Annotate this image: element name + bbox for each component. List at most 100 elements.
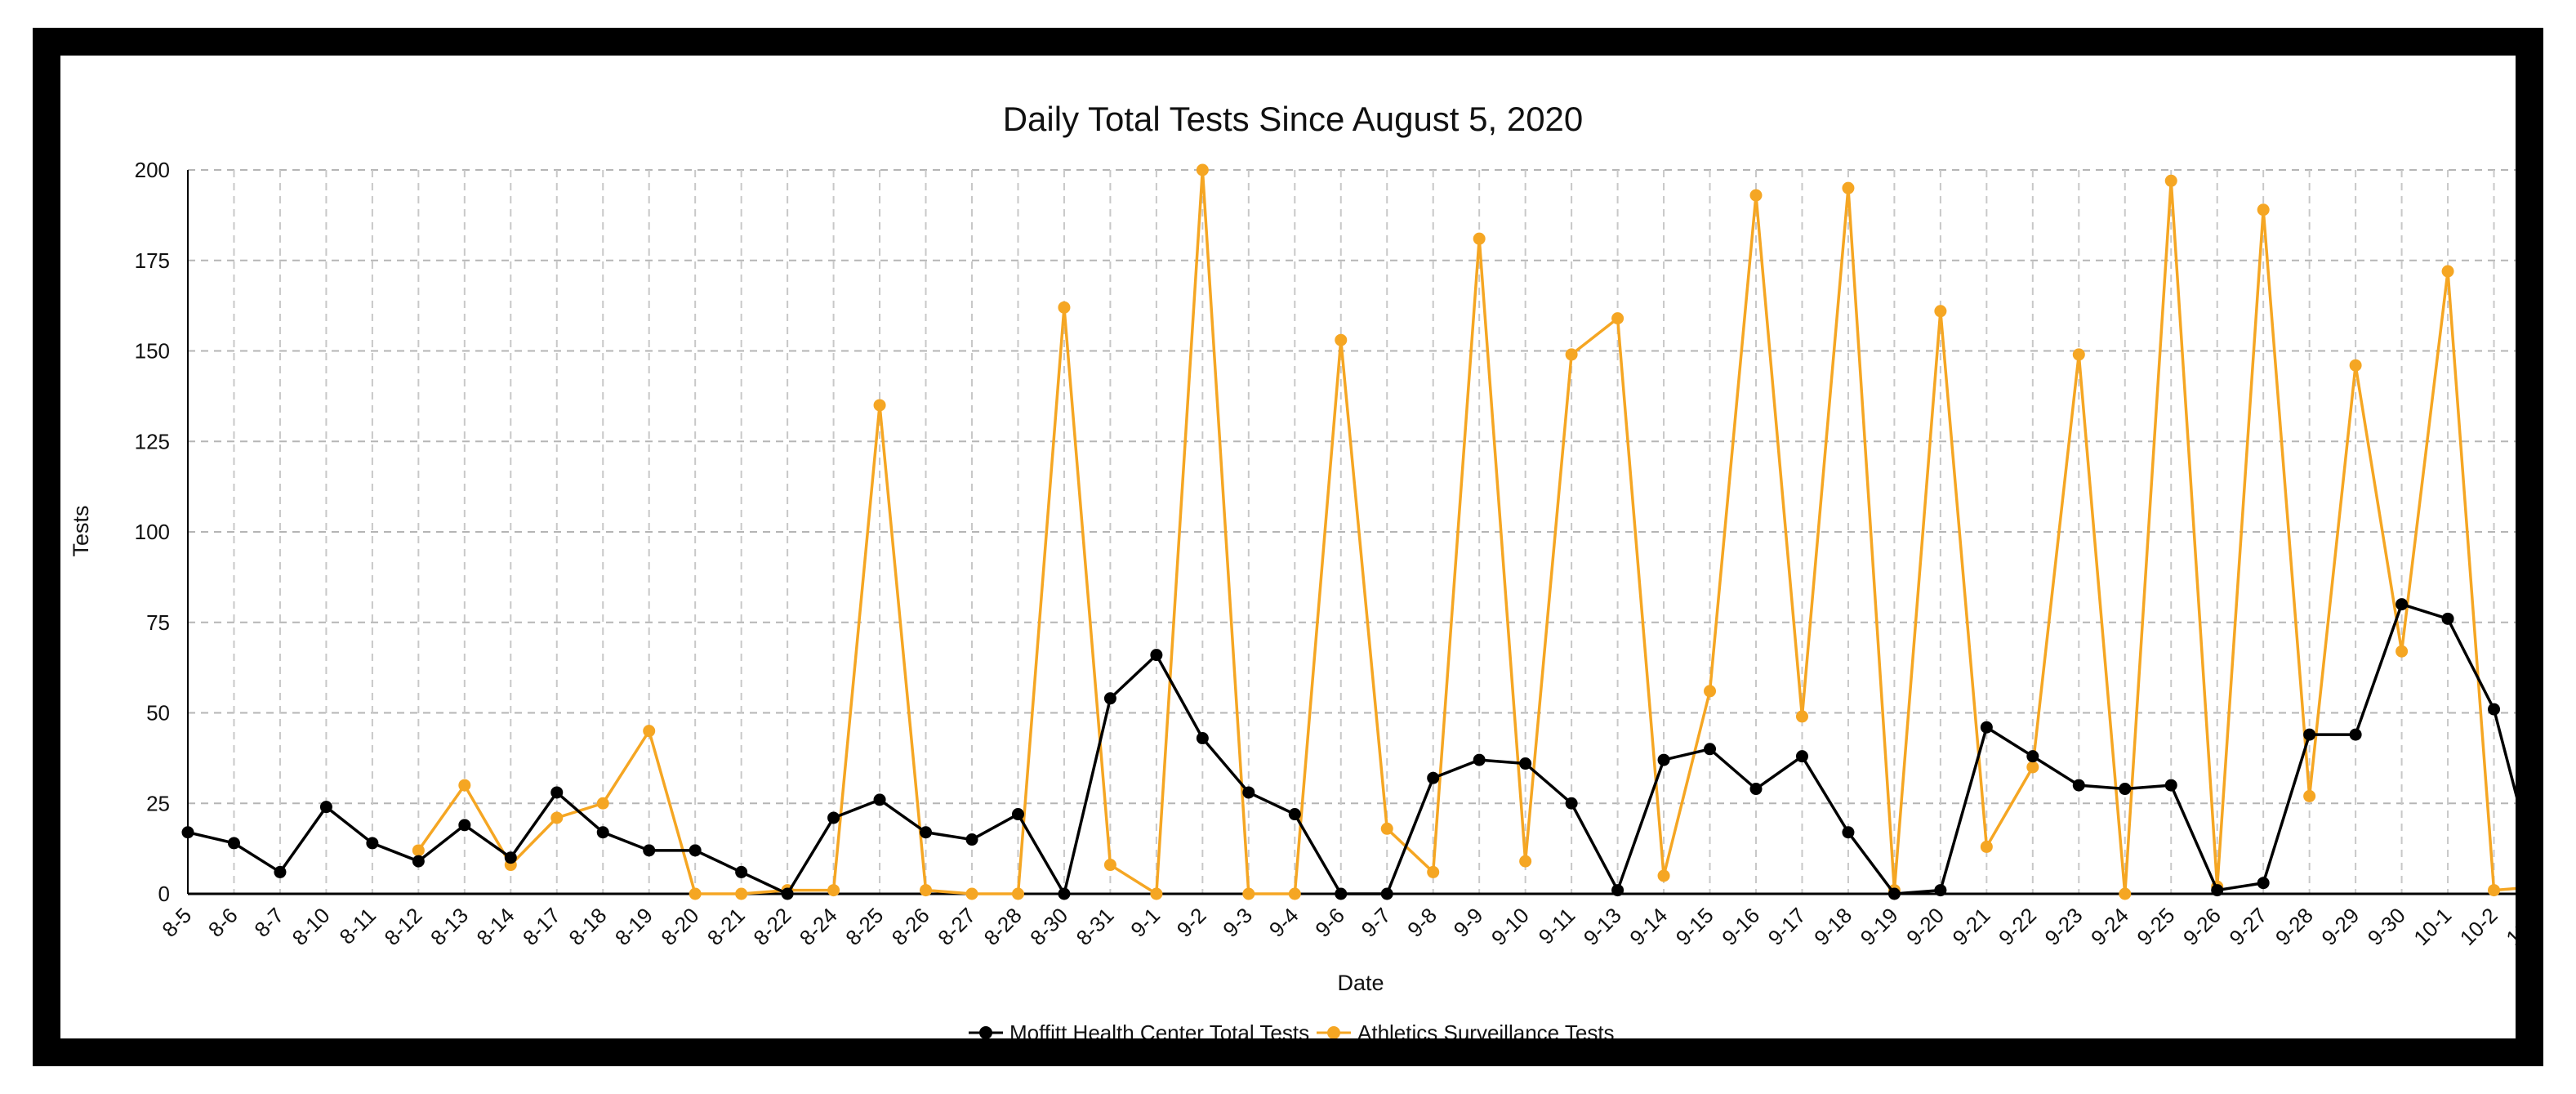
x-tick-label: 9-27 [2224,903,2271,950]
data-point-moffitt [1565,797,1578,810]
data-point-athletics [2164,174,2177,187]
data-point-athletics [458,779,471,792]
y-tick-label: 125 [135,429,170,453]
data-point-athletics [1242,887,1255,900]
data-point-moffitt [227,837,240,850]
x-tick-label: 8-10 [287,903,335,950]
data-point-moffitt [1657,753,1670,766]
data-point-moffitt [643,844,656,857]
data-point-moffitt [274,865,287,878]
x-tick-label: 9-17 [1763,903,1811,950]
data-point-moffitt [781,887,794,900]
data-point-moffitt [689,844,702,857]
x-tick-label: 8-17 [518,903,565,950]
x-tick-label: 8-31 [1072,903,1119,950]
x-tick-label: 9-2 [1172,903,1211,942]
x-tick-label: 9-15 [1671,903,1718,950]
data-point-athletics [920,884,933,897]
y-tick-label: 0 [158,882,170,906]
x-tick-label: 8-24 [795,903,842,950]
data-point-athletics [1519,855,1532,868]
y-tick-label: 200 [135,158,170,182]
legend-label-athletics: Athletics Surveillance Tests [1357,1020,1615,1038]
legend-label-moffitt: Moffitt Health Center Total Tests [1009,1020,1309,1038]
data-point-moffitt [1427,771,1440,784]
x-tick-label: 9-29 [2316,903,2364,950]
x-tick-label: 8-13 [426,903,473,950]
x-tick-label: 9-13 [1579,903,1626,950]
x-tick-label: 9-6 [1310,903,1349,942]
data-point-moffitt [1380,887,1393,900]
data-point-athletics [2072,348,2085,361]
x-tick-label: 8-14 [472,903,519,950]
chart-frame: Daily Total Tests Since August 5, 2020 0… [33,28,2543,1066]
data-point-athletics [1657,869,1670,882]
x-tick-label: 8-28 [979,903,1027,950]
data-point-athletics [1103,859,1116,872]
data-point-moffitt [2303,728,2316,741]
series-line-moffitt [187,602,2516,895]
x-tick-label: 10-3 [2501,903,2516,950]
data-point-moffitt [2441,612,2454,625]
data-point-moffitt [1473,753,1486,766]
data-point-moffitt [504,851,517,864]
x-tick-label: 9-11 [1534,903,1580,949]
data-point-moffitt [873,793,886,806]
x-tick-label: 9-25 [2132,903,2179,950]
y-tick-label: 50 [146,701,170,726]
data-point-moffitt [1288,808,1301,821]
data-point-athletics [689,887,702,900]
data-point-athletics [2488,884,2501,897]
x-tick-label: 8-22 [748,903,796,950]
x-tick-label: 8-27 [933,903,980,950]
x-tick-label: 9-22 [1994,903,2041,950]
x-tick-label: 9-9 [1449,903,1488,942]
y-axis-label: Tests [69,505,93,556]
data-point-moffitt [1980,721,1993,734]
x-axis-label: Date [1337,971,1384,995]
data-point-athletics [1842,181,1855,194]
data-point-moffitt [920,826,933,839]
legend-marker-moffitt [979,1026,992,1038]
x-tick-label: 9-21 [1948,903,1995,950]
data-point-moffitt [1749,783,1763,796]
data-point-moffitt [2164,779,2177,792]
data-point-moffitt [1058,887,1071,900]
data-point-athletics [2026,761,2039,774]
data-point-moffitt [1842,826,1855,839]
data-point-athletics [1288,887,1301,900]
x-tick-label: 10-2 [2455,903,2502,950]
data-point-athletics [1749,189,1763,202]
legend-item-moffitt: Moffitt Health Center Total Tests [969,1020,1309,1038]
y-tick-label: 175 [135,248,170,273]
x-tick-label: 9-14 [1624,903,1672,950]
data-point-athletics [550,811,564,824]
data-point-moffitt [1887,887,1901,900]
y-tick-label: 75 [146,610,170,635]
x-tick-label: 8-18 [564,903,611,950]
chart-title: Daily Total Tests Since August 5, 2020 [1003,100,1584,138]
data-point-moffitt [1103,692,1116,705]
data-point-athletics [2119,887,2132,900]
data-point-athletics [735,887,748,900]
data-point-moffitt [596,826,609,839]
chart-panel: Daily Total Tests Since August 5, 2020 0… [60,56,2516,1038]
x-tick-label: 8-5 [157,903,196,942]
grid-layer [187,169,2516,894]
data-point-moffitt [458,819,471,832]
data-point-moffitt [2349,728,2362,741]
x-tick-label: 9-18 [1809,903,1856,950]
data-point-moffitt [1196,732,1209,745]
x-tick-label: 9-28 [2271,903,2318,950]
legend-item-athletics: Athletics Surveillance Tests [1317,1020,1615,1038]
data-point-athletics [1795,710,1808,723]
data-point-athletics [873,399,886,412]
x-tick-label: 9-7 [1357,903,1396,942]
data-point-moffitt [1934,884,1947,897]
data-point-athletics [1980,840,1993,853]
data-point-moffitt [366,837,379,850]
x-tick-label: 9-20 [1901,903,1949,950]
x-tick-label: 8-12 [380,903,427,950]
x-tick-label: 9-1 [1125,903,1165,942]
data-point-athletics [643,725,656,738]
